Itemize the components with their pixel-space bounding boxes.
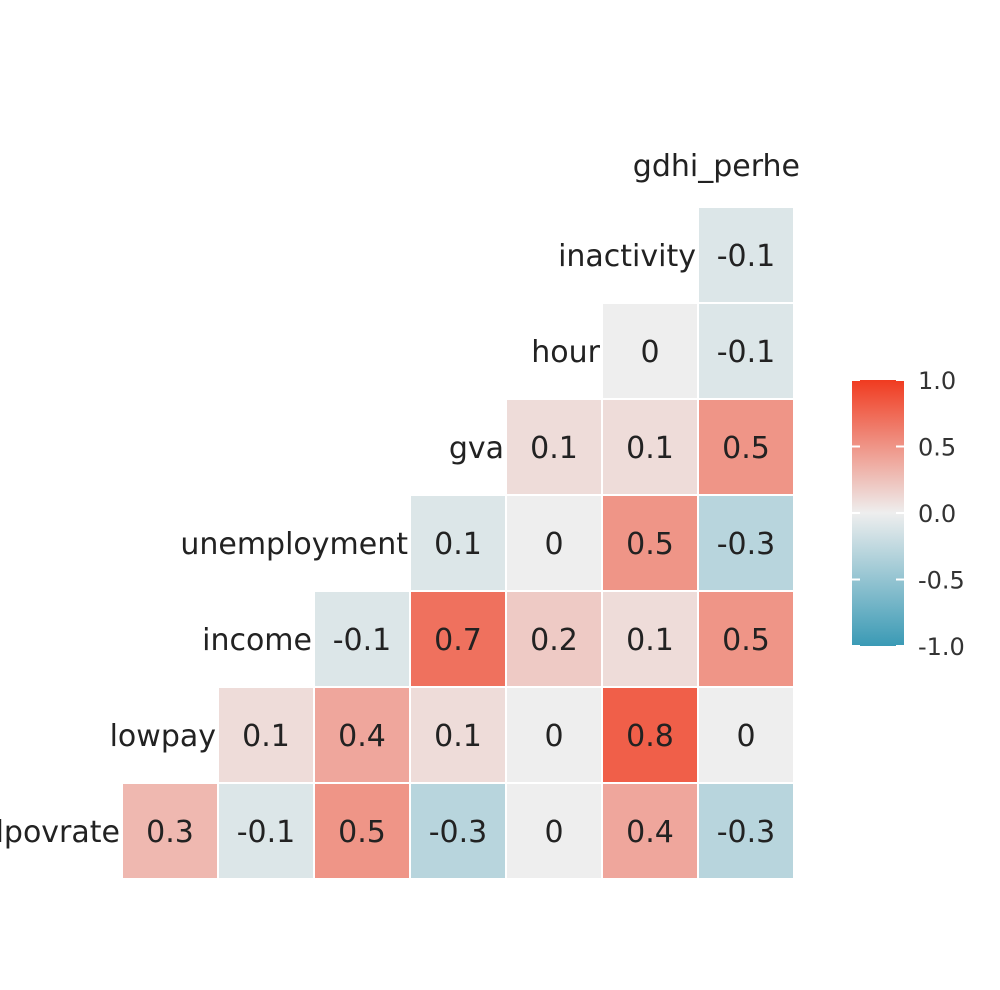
- variable-label: income: [202, 623, 312, 658]
- heatmap-cell: [603, 784, 697, 878]
- legend-tick-label: 0.5: [918, 434, 956, 462]
- labels-layer: -0.1 0 -0.1 0.1 0.1 0.5 0.1 0 0.5 -0.3 -0.1 0.7 0.2 0…: [0, 149, 800, 850]
- heatmap-cell: [411, 688, 505, 782]
- heatmap-cell: [603, 400, 697, 494]
- legend-tick-label: -1.0: [918, 633, 965, 661]
- cell-value-label: 0.2: [530, 623, 578, 658]
- cell-value-label: 0.5: [626, 527, 674, 562]
- variable-label: hour: [531, 335, 600, 370]
- heatmap-cell: [603, 688, 697, 782]
- cell-value-label: 0.1: [242, 719, 290, 754]
- heatmap-cell: [603, 592, 697, 686]
- heatmap-cell: [315, 688, 409, 782]
- heatmap-cell: [219, 784, 313, 878]
- cell-value-label: -0.3: [717, 527, 776, 562]
- cell-value-label: -0.1: [237, 815, 296, 850]
- cell-value-label: 0: [544, 815, 563, 850]
- variable-label: lowpay: [110, 719, 216, 754]
- cell-value-label: 0.5: [338, 815, 386, 850]
- heatmap-cell: [411, 784, 505, 878]
- cell-value-label: -0.3: [429, 815, 488, 850]
- cell-value-label: -0.3: [717, 815, 776, 850]
- heatmap-cell: [219, 688, 313, 782]
- heatmap-cell: [507, 400, 601, 494]
- heatmap-cell: [507, 592, 601, 686]
- legend-colorbar: [852, 380, 904, 646]
- cells-layer: [123, 208, 793, 878]
- cell-value-label: 0.5: [722, 431, 770, 466]
- cell-value-label: 0.1: [434, 719, 482, 754]
- cell-value-label: 0.1: [434, 527, 482, 562]
- variable-label: unemployment: [180, 527, 408, 562]
- heatmap-cell: [507, 496, 601, 590]
- variable-label: inactivity: [558, 239, 696, 274]
- cell-value-label: -0.1: [333, 623, 392, 658]
- cell-value-label: 0: [736, 719, 755, 754]
- cell-value-label: 0.8: [626, 719, 674, 754]
- cell-value-label: 0.4: [626, 815, 674, 850]
- heatmap-cell: [699, 784, 793, 878]
- cell-value-label: 0: [544, 527, 563, 562]
- cell-value-label: 0.7: [434, 623, 482, 658]
- cell-value-label: 0.3: [146, 815, 194, 850]
- heatmap-cell: [123, 784, 217, 878]
- legend-tick-label: 1.0: [918, 367, 956, 395]
- heatmap-cell: [507, 784, 601, 878]
- heatmap-cell: [699, 688, 793, 782]
- cell-value-label: 0.1: [626, 623, 674, 658]
- variable-label: ildpovrate: [0, 815, 120, 850]
- heatmap-cell: [699, 496, 793, 590]
- heatmap-cell: [699, 592, 793, 686]
- legend-tick-label: 0.0: [918, 500, 956, 528]
- heatmap-cell: [699, 208, 793, 302]
- variable-label-top: gdhi_perhe: [633, 149, 800, 184]
- cell-value-label: 0: [640, 335, 659, 370]
- heatmap-cell: [507, 688, 601, 782]
- heatmap-cell: [699, 400, 793, 494]
- heatmap-cell: [411, 592, 505, 686]
- heatmap-cell: [603, 304, 697, 398]
- heatmap-cell: [699, 304, 793, 398]
- cell-value-label: 0.1: [530, 431, 578, 466]
- variable-label: gva: [449, 431, 504, 466]
- legend: 1.0 0.5 0.0 -0.5 -1.0: [852, 367, 965, 661]
- heatmap-cell: [603, 496, 697, 590]
- cell-value-label: 0.5: [722, 623, 770, 658]
- heatmap-cell: [411, 496, 505, 590]
- cell-value-label: 0.1: [626, 431, 674, 466]
- cell-value-label: 0.4: [338, 719, 386, 754]
- heatmap-cell: [315, 784, 409, 878]
- cell-value-label: -0.1: [717, 239, 776, 274]
- cell-value-label: -0.1: [717, 335, 776, 370]
- heatmap-cell: [315, 592, 409, 686]
- cell-value-label: 0: [544, 719, 563, 754]
- legend-tick-label: -0.5: [918, 567, 965, 595]
